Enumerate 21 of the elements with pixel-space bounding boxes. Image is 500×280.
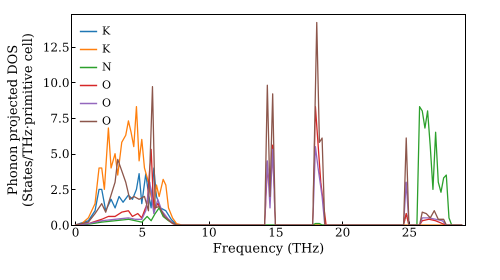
y-tick-label: 10.0 <box>42 76 70 90</box>
x-tick-label: 5 <box>138 226 146 240</box>
x-tick-label: 20 <box>334 226 350 240</box>
x-tick-label: 15 <box>268 226 284 240</box>
y-tick-label: 5.0 <box>50 147 70 162</box>
legend-label: O <box>102 78 112 92</box>
y-tick-label: 2.5 <box>50 182 70 197</box>
legend-label: O <box>102 96 112 110</box>
y-axis-title: Phonon projected DOS (States/THz·primitive cell) <box>6 32 36 208</box>
x-tick-label: 25 <box>402 226 418 240</box>
legend-label: K <box>102 42 111 56</box>
x-tick-label: 10 <box>201 226 217 240</box>
x-tick-label: 0 <box>72 226 80 240</box>
legend-label: O <box>102 114 112 128</box>
y-tick-label: 7.5 <box>50 112 70 126</box>
x-axis-title: Frequency (THz) <box>212 242 324 256</box>
legend-label: N <box>102 60 112 74</box>
y-tick-label: 12.5 <box>42 40 70 54</box>
y-tick-label: 0.0 <box>50 218 70 232</box>
line-series <box>74 22 463 225</box>
legend-label: K <box>102 24 111 38</box>
